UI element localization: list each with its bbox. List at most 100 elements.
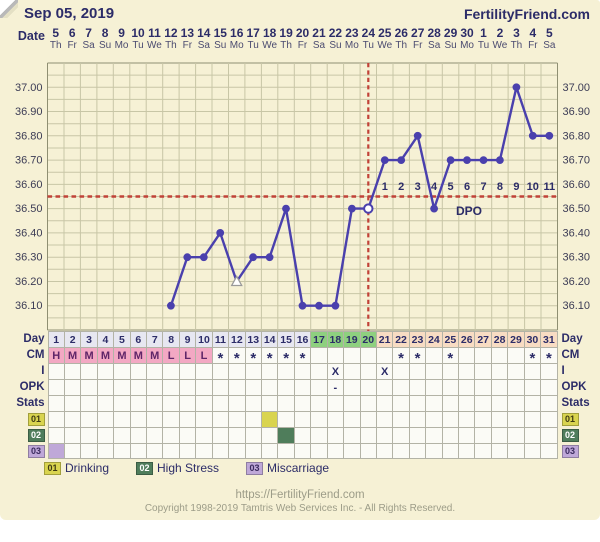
stats-cell[interactable] [459, 396, 476, 411]
i-cell[interactable] [311, 364, 328, 379]
day-cell[interactable]: 13 [245, 332, 262, 347]
stats-cell[interactable] [278, 396, 295, 411]
i-cell[interactable] [147, 364, 164, 379]
opk-cell[interactable] [245, 380, 262, 395]
temp-marker-day-15[interactable] [282, 204, 290, 213]
opk-cell[interactable] [491, 380, 509, 395]
opk-cell[interactable] [196, 380, 213, 395]
stat-02-cell[interactable] [261, 428, 279, 443]
day-cell[interactable]: 18 [327, 332, 345, 347]
stat-01-cell[interactable] [524, 412, 542, 427]
day-cell[interactable]: 29 [508, 332, 525, 347]
i-cell[interactable] [97, 364, 115, 379]
stat-01-cell[interactable] [212, 412, 230, 427]
opk-cell[interactable] [130, 380, 148, 395]
stat-02-cell[interactable] [426, 428, 443, 443]
stats-cell[interactable] [130, 396, 148, 411]
cm-cell[interactable]: M [97, 348, 115, 363]
i-cell[interactable] [459, 364, 476, 379]
stat-03-cell[interactable] [376, 444, 394, 458]
stat-01-cell[interactable] [294, 412, 312, 427]
stat-03-cell[interactable] [393, 444, 410, 458]
stat-02-cell[interactable] [229, 428, 246, 443]
cm-cell[interactable]: * [409, 348, 427, 367]
stat-03-cell[interactable] [360, 444, 377, 458]
temp-marker-day-10[interactable] [199, 253, 208, 262]
cm-cell[interactable] [459, 348, 476, 363]
temp-marker-day-31[interactable] [545, 131, 554, 140]
day-cell[interactable]: 2 [64, 332, 82, 347]
stat-02-cell[interactable] [409, 428, 427, 443]
i-cell[interactable] [393, 364, 410, 379]
stats-cell[interactable] [360, 396, 377, 411]
i-cell[interactable] [196, 364, 213, 379]
day-cell[interactable]: 30 [524, 332, 542, 347]
i-cell[interactable] [294, 364, 312, 379]
i-cell[interactable] [163, 364, 180, 379]
stat-01-cell[interactable] [376, 412, 394, 427]
i-cell[interactable] [344, 364, 361, 379]
i-cell[interactable] [442, 364, 460, 379]
stat-03-cell[interactable] [245, 444, 262, 458]
stat-03-cell[interactable] [163, 444, 180, 458]
stat-01-cell[interactable] [229, 412, 246, 427]
stat-01-cell[interactable] [459, 412, 476, 427]
stat-02-cell[interactable] [278, 428, 295, 443]
day-cell[interactable]: 4 [97, 332, 115, 347]
opk-cell[interactable] [229, 380, 246, 395]
opk-cell[interactable] [97, 380, 115, 395]
stat-01-cell[interactable] [196, 412, 213, 427]
i-cell[interactable] [212, 364, 230, 379]
opk-cell[interactable] [459, 380, 476, 395]
stats-cell[interactable] [114, 396, 131, 411]
stat-02-cell[interactable] [245, 428, 262, 443]
stat-02-cell[interactable] [344, 428, 361, 443]
stat-02-cell[interactable] [179, 428, 197, 443]
temp-marker-day-13[interactable] [249, 253, 257, 262]
stats-cell[interactable] [163, 396, 180, 411]
stat-01-cell[interactable] [541, 412, 558, 427]
cm-cell[interactable] [311, 348, 328, 363]
opk-cell[interactable] [114, 380, 131, 395]
i-cell[interactable]: X [327, 364, 345, 379]
stat-02-cell[interactable] [114, 428, 131, 443]
cm-cell[interactable]: * [442, 348, 460, 367]
cm-cell[interactable]: * [245, 348, 262, 367]
cm-cell[interactable]: L [163, 348, 180, 363]
stats-cell[interactable] [196, 396, 213, 411]
opk-cell[interactable] [393, 380, 410, 395]
cm-cell[interactable]: M [114, 348, 131, 363]
stats-cell[interactable] [541, 396, 558, 411]
i-cell[interactable] [64, 364, 82, 379]
stat-01-cell[interactable] [278, 412, 295, 427]
cm-cell[interactable] [344, 348, 361, 363]
i-cell[interactable] [261, 364, 279, 379]
stats-cell[interactable] [48, 396, 65, 411]
stat-01-cell[interactable] [475, 412, 492, 427]
opk-cell[interactable] [64, 380, 82, 395]
day-cell[interactable]: 12 [229, 332, 246, 347]
footer-url-link[interactable]: https://FertilityFriend.com [235, 489, 365, 501]
day-cell[interactable]: 25 [442, 332, 460, 347]
stat-02-cell[interactable] [81, 428, 98, 443]
stat-01-cell[interactable] [48, 412, 65, 427]
temp-marker-day-22[interactable] [397, 156, 406, 165]
stat-03-cell[interactable] [409, 444, 427, 458]
cm-cell[interactable]: L [179, 348, 197, 363]
temp-marker-day-14[interactable] [265, 253, 274, 262]
stat-03-cell[interactable] [114, 444, 131, 458]
temp-marker-day-11[interactable] [216, 229, 225, 237]
cm-cell[interactable]: * [261, 348, 279, 367]
i-cell[interactable] [475, 364, 492, 379]
cm-cell[interactable]: M [147, 348, 164, 363]
stat-01-cell[interactable] [393, 412, 410, 427]
stat-03-cell[interactable] [130, 444, 148, 458]
stat-01-cell[interactable] [97, 412, 115, 427]
stat-03-cell[interactable] [327, 444, 345, 458]
stats-cell[interactable] [491, 396, 509, 411]
ovulation-temp-marker-day-20[interactable] [363, 203, 374, 214]
stat-02-cell[interactable] [360, 428, 377, 443]
day-cell[interactable]: 23 [409, 332, 427, 347]
i-cell[interactable] [245, 364, 262, 379]
i-cell[interactable] [524, 364, 542, 379]
